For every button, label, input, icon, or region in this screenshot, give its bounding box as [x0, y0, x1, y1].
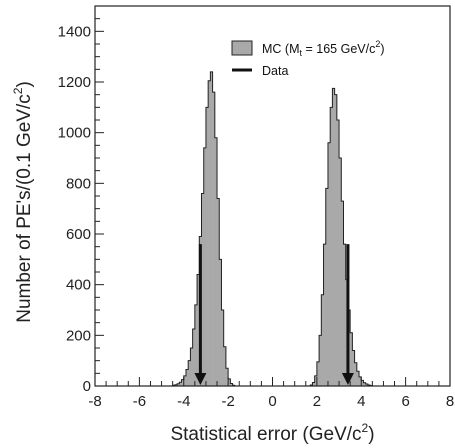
mc-bin — [177, 383, 180, 386]
mc-bin — [314, 375, 318, 386]
mc-bin — [217, 198, 220, 386]
mc-bin — [203, 147, 207, 386]
mc-bin — [330, 107, 333, 386]
mc-bin — [181, 379, 185, 386]
y-tick-label: 400 — [66, 277, 91, 294]
mc-bin — [359, 376, 362, 386]
mc-bin — [321, 294, 324, 386]
mc-bin — [352, 350, 355, 386]
x-tick-label: 2 — [313, 393, 321, 410]
y-tick-label: 600 — [66, 226, 91, 243]
y-tick-label: 0 — [83, 378, 91, 395]
mc-bin — [365, 383, 369, 386]
mc-bin — [205, 107, 209, 386]
mc-bin — [188, 360, 191, 386]
x-tick-label: 6 — [401, 393, 409, 410]
mc-bin — [183, 375, 187, 386]
mc-histogram-outline — [172, 71, 236, 386]
mc-bin — [356, 371, 360, 386]
x-tick-label: 8 — [446, 393, 454, 410]
mc-bin — [208, 80, 211, 386]
mc-bin — [214, 137, 218, 386]
mc-bin — [354, 362, 358, 386]
mc-bin — [341, 201, 344, 386]
mc-bin — [363, 382, 366, 386]
mc-bin — [190, 348, 193, 386]
y-tick-label: 1000 — [58, 125, 91, 142]
mc-bin — [219, 259, 222, 386]
mc-bin — [201, 193, 205, 386]
y-tick-label: 800 — [66, 175, 91, 192]
x-tick-label: 4 — [357, 393, 365, 410]
mc-histogram-left-peak — [172, 71, 236, 386]
x-axis-title: Statistical error (GeV/c2) — [170, 421, 374, 445]
mc-bin — [210, 71, 213, 386]
y-tick-label: 1200 — [58, 74, 91, 91]
mc-bin — [228, 378, 231, 386]
x-tick-label: -6 — [133, 393, 146, 410]
y-axis: 0 200 400 600 800 1000 1200 1400 — [58, 5, 104, 395]
mc-bin — [212, 92, 216, 386]
mc-bin — [350, 332, 353, 386]
legend: MC (Mt = 165 GeV/c2) Data — [231, 39, 385, 78]
mc-bin — [339, 158, 342, 386]
mc-bin — [223, 346, 227, 386]
mc-bin — [312, 382, 315, 386]
y-axis-title: Number of PE's/(0.1 GeV/c2) — [11, 81, 35, 323]
mc-bin — [225, 368, 229, 386]
mc-bin — [319, 335, 322, 386]
mc-bin — [192, 329, 196, 386]
mc-bin — [332, 88, 335, 386]
mc-bin — [325, 188, 329, 386]
mc-bin — [334, 94, 338, 387]
mc-bin — [197, 274, 200, 386]
x-tick-label: -8 — [88, 393, 101, 410]
y-tick-label: 200 — [66, 327, 91, 344]
mc-bin — [323, 244, 327, 386]
mc-bin — [316, 361, 320, 386]
legend-mc-label: MC (Mt = 165 GeV/c2) — [262, 39, 385, 58]
legend-mc-swatch — [231, 40, 253, 56]
plot-frame — [94, 5, 451, 387]
x-tick-label: 0 — [268, 393, 276, 410]
mc-bin — [361, 380, 364, 386]
data-markers — [194, 244, 354, 385]
mc-bin — [327, 142, 331, 386]
mc-bin — [336, 120, 340, 386]
legend-data-label: Data — [262, 64, 288, 78]
data-arrow-head — [194, 373, 207, 385]
mc-bin — [343, 244, 347, 386]
mc-bin — [221, 310, 224, 386]
y-tick-label: 1400 — [58, 23, 91, 40]
mc-bin — [230, 383, 233, 386]
mc-bin — [185, 369, 189, 386]
x-tick-label: -4 — [177, 393, 190, 410]
data-arrow-head — [341, 373, 354, 385]
mc-bin — [174, 384, 178, 386]
mc-histogram-outline — [309, 87, 373, 386]
mc-histogram-right-peak — [309, 87, 373, 387]
mc-bin — [179, 382, 182, 386]
x-tick-label: -2 — [221, 393, 234, 410]
x-axis: -8 -6 -4 -2 0 2 4 6 8 — [88, 377, 454, 410]
mc-bin — [194, 304, 198, 386]
